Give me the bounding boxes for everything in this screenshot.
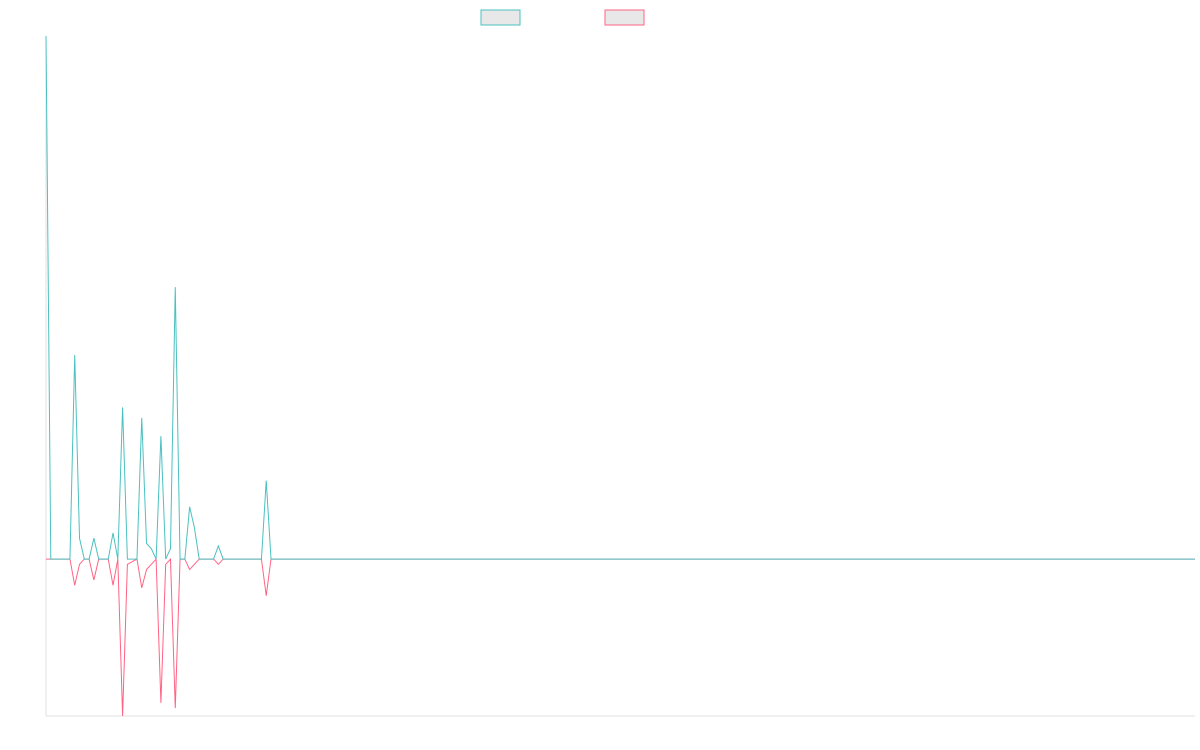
series-line bbox=[46, 557, 1195, 717]
legend-swatch[interactable] bbox=[480, 9, 521, 26]
legend-swatch[interactable] bbox=[604, 9, 645, 26]
series-line bbox=[45, 35, 1195, 560]
